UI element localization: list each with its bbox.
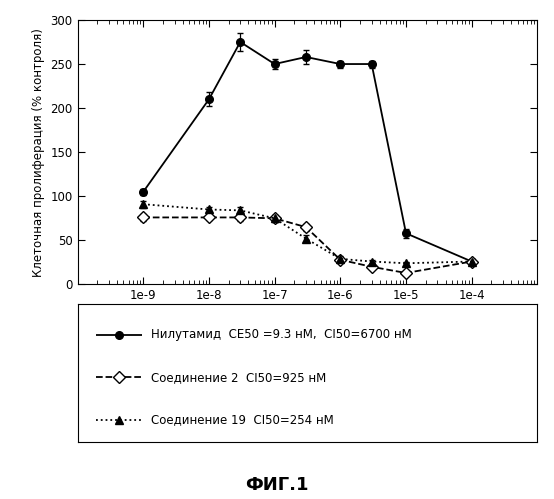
Text: Нилутамид  CE50 =9.3 нМ,  CI50=6700 нМ: Нилутамид CE50 =9.3 нМ, CI50=6700 нМ [151,328,412,341]
Text: Соединение 19  CI50=254 нМ: Соединение 19 CI50=254 нМ [151,413,334,426]
Y-axis label: Клеточная пролиферация (% контроля): Клеточная пролиферация (% контроля) [32,28,45,276]
X-axis label: Концентрация  (М): Концентрация (М) [235,308,380,323]
Text: Соединение 2  CI50=925 нМ: Соединение 2 CI50=925 нМ [151,371,326,384]
Text: ФИГ.1: ФИГ.1 [245,476,309,494]
